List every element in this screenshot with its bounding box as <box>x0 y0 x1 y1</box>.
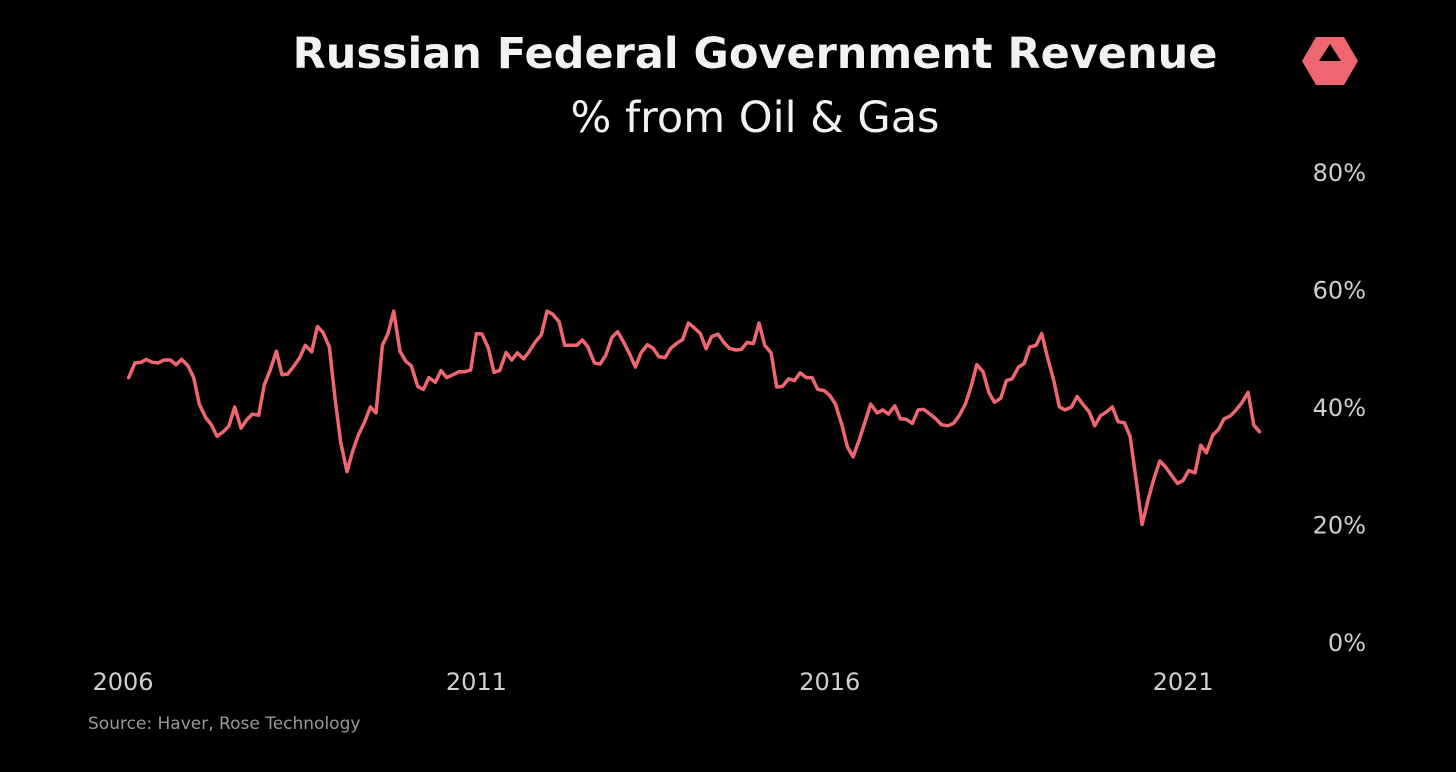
x-axis: 2006 2011 2016 2021 <box>92 668 1213 696</box>
source-note: Source: Haver, Rose Technology <box>88 714 360 734</box>
y-axis: 0% 20% 40% 60% 80% <box>1313 159 1366 657</box>
y-tick-label: 80% <box>1313 159 1366 187</box>
y-tick-label: 40% <box>1313 394 1366 422</box>
x-tick-label: 2021 <box>1153 668 1214 696</box>
y-tick-label: 20% <box>1313 512 1366 540</box>
series-line <box>126 309 1262 527</box>
plot-area <box>126 309 1262 527</box>
y-tick-label: 0% <box>1328 629 1366 657</box>
chart-subtitle: % from Oil & Gas <box>571 93 940 143</box>
x-tick-label: 2016 <box>799 668 860 696</box>
y-tick-label: 60% <box>1313 277 1366 305</box>
x-tick-label: 2011 <box>446 668 507 696</box>
chart-title: Russian Federal Government Revenue <box>293 29 1218 79</box>
x-tick-label: 2006 <box>92 668 153 696</box>
triangle-hexagon-logo-icon <box>1302 37 1358 85</box>
